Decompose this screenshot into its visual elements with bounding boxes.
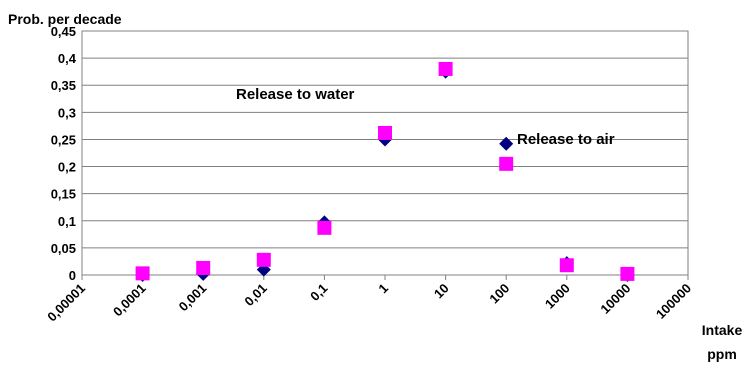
y-tick-label: 0,1 [58, 214, 76, 229]
x-tick-label: 100000 [653, 281, 694, 322]
y-tick-label: 0,3 [58, 105, 76, 120]
y-tick-label: 0,05 [51, 241, 76, 256]
x-tick-label: 0,00001 [44, 281, 88, 325]
point [256, 252, 271, 267]
series-label: Release to water [236, 86, 355, 103]
x-axis-label: Intake ppm [701, 322, 743, 362]
y-tick-label: 0,45 [51, 24, 76, 39]
y-axis-label: Prob. per decade [8, 11, 122, 27]
series-label: Release to air [517, 131, 615, 148]
point [559, 258, 574, 273]
point [499, 156, 514, 171]
y-tick-label: 0,35 [51, 78, 76, 93]
plot-area [81, 30, 689, 276]
x-tick-label: 10000 [597, 281, 633, 317]
point [620, 266, 635, 281]
x-tick-label: 10 [431, 281, 452, 302]
x-tick-label: 0,001 [176, 281, 210, 315]
x-tick-label: 1 [375, 281, 391, 297]
x-tick-label: 0,1 [307, 281, 330, 304]
x-tick-label: 100 [486, 281, 512, 307]
point [378, 125, 392, 140]
x-tick-label: 1000 [542, 281, 573, 312]
y-tick-label: 0 [69, 268, 76, 283]
point [196, 260, 211, 275]
y-tick-label: 0,4 [58, 51, 77, 66]
x-tick-label: 0,01 [241, 281, 270, 310]
point [317, 220, 332, 235]
y-tick-label: 0,2 [58, 160, 76, 175]
y-tick-label: 0,15 [51, 187, 76, 202]
point [499, 136, 514, 151]
x-tick-label: 0,0001 [110, 281, 149, 320]
point [135, 266, 150, 281]
y-tick-label: 0,25 [51, 132, 76, 147]
point [438, 61, 453, 76]
